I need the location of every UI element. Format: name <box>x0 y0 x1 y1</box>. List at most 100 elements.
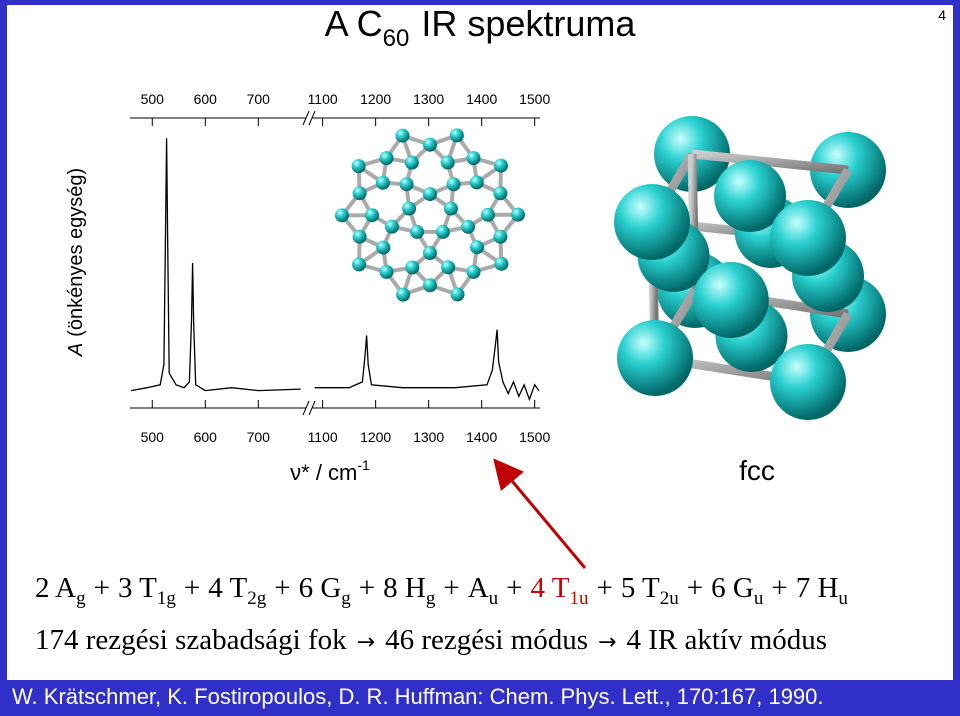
atom <box>493 186 508 201</box>
axis-break <box>302 400 310 416</box>
atom <box>461 219 476 234</box>
x-label-text: ν* / cm <box>290 460 357 485</box>
spectrum-line <box>130 138 540 402</box>
term-text: 8 H <box>383 572 426 604</box>
atom <box>335 208 350 223</box>
title-sub: 60 <box>383 25 410 52</box>
atom <box>379 264 394 279</box>
lattice-rod <box>691 149 849 175</box>
term-sub: u <box>838 587 848 609</box>
axis-break <box>302 110 310 126</box>
operator: + <box>358 572 376 604</box>
atom <box>410 224 425 239</box>
x-tick-label: 600 <box>194 429 218 445</box>
term-sub: u <box>488 587 499 609</box>
term: Au <box>468 572 498 609</box>
operator: + <box>183 572 201 604</box>
atom <box>493 229 508 244</box>
mode-text: 4 IR aktív módus <box>626 624 828 656</box>
x-tick-label: 1300 <box>413 91 444 107</box>
x-label-sup: -1 <box>357 457 370 473</box>
term-text: 4 T <box>530 572 570 604</box>
term-sub: 2g <box>247 587 267 609</box>
term: 2 Ag <box>35 572 86 609</box>
lattice-atom <box>617 320 693 396</box>
x-tick-label: 1500 <box>519 91 550 107</box>
term-text: 4 T <box>208 572 248 604</box>
term-text: 6 G <box>711 572 754 604</box>
operator: + <box>93 572 110 604</box>
atom <box>450 287 465 302</box>
lattice-atom <box>692 262 769 338</box>
atom <box>375 175 390 190</box>
atom <box>376 240 391 255</box>
x-tick-label: 1200 <box>360 429 391 445</box>
term: 6 Gg <box>299 572 351 609</box>
term-sub: 1u <box>569 587 589 609</box>
atom <box>404 155 419 170</box>
y-axis-label: A (önkényes egység) <box>65 168 87 357</box>
operator: + <box>443 572 460 604</box>
atom <box>469 175 484 190</box>
term-text: 2 A <box>35 572 77 604</box>
mode-count: 174 rezgési szabadsági fok → 46 rezgési mó… <box>35 624 827 657</box>
atom <box>470 240 485 255</box>
atom <box>423 278 437 293</box>
term-sub: g <box>341 587 351 609</box>
atom <box>441 260 456 275</box>
atom <box>510 207 525 222</box>
atom <box>435 224 450 239</box>
atom <box>395 128 410 143</box>
x-tick-label: 600 <box>194 91 218 107</box>
atom <box>423 187 437 202</box>
lattice-atom <box>770 200 846 276</box>
term-sub: g <box>425 587 436 609</box>
page-number: 4 <box>938 7 946 23</box>
term-sub: 2u <box>659 587 679 609</box>
atom <box>466 151 481 166</box>
term-sub: 1g <box>156 587 176 609</box>
atom <box>494 256 509 271</box>
atom <box>396 287 411 302</box>
atom <box>405 260 420 275</box>
atom <box>379 151 394 166</box>
arrow <box>493 458 587 569</box>
axis-break <box>308 110 316 126</box>
atom <box>446 177 461 192</box>
term-sub: g <box>76 587 86 609</box>
x-tick-label: 1400 <box>466 91 497 107</box>
mode-text: 174 rezgési szabadsági fok <box>35 624 347 656</box>
illustrations <box>335 116 886 420</box>
atom <box>423 137 437 152</box>
atom <box>352 257 367 272</box>
term: 3 T1g <box>118 572 176 609</box>
axis-break <box>308 400 316 416</box>
x-tick-label: 1100 <box>308 91 338 107</box>
lattice-atom <box>714 160 786 232</box>
term: 4 T1u <box>530 572 589 609</box>
operator: + <box>596 572 613 604</box>
atom <box>493 158 508 173</box>
x-tick-label: 1200 <box>360 91 391 107</box>
x-tick-label: 700 <box>247 429 271 445</box>
term: 8 Hg <box>383 572 435 609</box>
term-text: 5 T <box>620 572 660 604</box>
atom <box>440 155 455 170</box>
x-tick-label: 1300 <box>413 429 444 445</box>
term: 7 Hu <box>796 572 848 609</box>
mode-text: 46 rezgési módus <box>385 624 589 656</box>
title-text: A C <box>325 3 383 44</box>
equation: 2 Ag +3 T1g +4 T2g +6 Gg +8 Hg + Au +4 T1u +5 T2… <box>35 572 848 610</box>
title-rest: IR spektruma <box>421 3 636 44</box>
footer: W. Krätschmer, K. Fostiropoulos, D. R. H… <box>12 684 824 709</box>
atom <box>480 207 495 222</box>
y-label-symbol: A <box>65 343 87 357</box>
x-tick-label: 500 <box>141 91 165 107</box>
x-tick-label: 1400 <box>466 429 497 445</box>
atom <box>365 208 380 223</box>
operator: + <box>686 572 704 604</box>
atom <box>402 201 417 216</box>
term: 6 Gu <box>711 572 763 609</box>
